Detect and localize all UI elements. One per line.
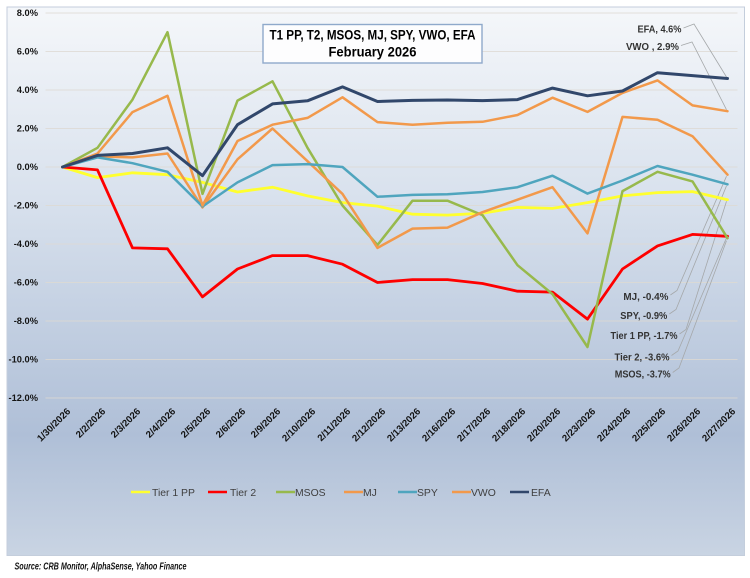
svg-text:8.0%: 8.0% [17, 8, 39, 18]
svg-text:MSOS: MSOS [295, 488, 326, 499]
svg-text:SPY, -0.9%: SPY, -0.9% [620, 311, 667, 322]
svg-text:-4.0%: -4.0% [14, 239, 39, 249]
svg-text:MJ: MJ [363, 488, 377, 499]
svg-text:MSOS, -3.7%: MSOS, -3.7% [615, 370, 671, 381]
svg-text:VWO , 2.9%: VWO , 2.9% [626, 42, 679, 53]
svg-text:-2.0%: -2.0% [14, 201, 39, 211]
svg-text:T1 PP, T2, MSOS, MJ, SPY, VWO,: T1 PP, T2, MSOS, MJ, SPY, VWO, EFA [270, 28, 476, 43]
svg-text:2.0%: 2.0% [17, 124, 39, 134]
svg-text:VWO: VWO [471, 488, 496, 499]
svg-text:EFA, 4.6%: EFA, 4.6% [638, 25, 682, 36]
svg-text:4.0%: 4.0% [17, 85, 39, 95]
svg-text:0.0%: 0.0% [17, 162, 39, 172]
svg-text:-6.0%: -6.0% [14, 278, 39, 288]
svg-text:EFA: EFA [531, 488, 551, 499]
svg-text:-12.0%: -12.0% [9, 393, 39, 403]
svg-text:6.0%: 6.0% [17, 47, 39, 57]
svg-text:MJ, -0.4%: MJ, -0.4% [623, 292, 668, 303]
svg-text:Tier 1 PP, -1.7%: Tier 1 PP, -1.7% [611, 331, 678, 342]
svg-text:-8.0%: -8.0% [14, 316, 39, 326]
svg-text:Source: CRB Monitor, AlphaSens: Source: CRB Monitor, AlphaSense, Yahoo F… [15, 562, 187, 573]
svg-text:-10.0%: -10.0% [9, 355, 39, 365]
svg-text:SPY: SPY [417, 488, 438, 499]
svg-text:Tier 2, -3.6%: Tier 2, -3.6% [615, 353, 670, 364]
svg-text:Tier 2: Tier 2 [230, 488, 256, 499]
svg-text:February 2026: February 2026 [329, 45, 417, 60]
svg-text:Tier 1 PP: Tier 1 PP [152, 488, 195, 499]
